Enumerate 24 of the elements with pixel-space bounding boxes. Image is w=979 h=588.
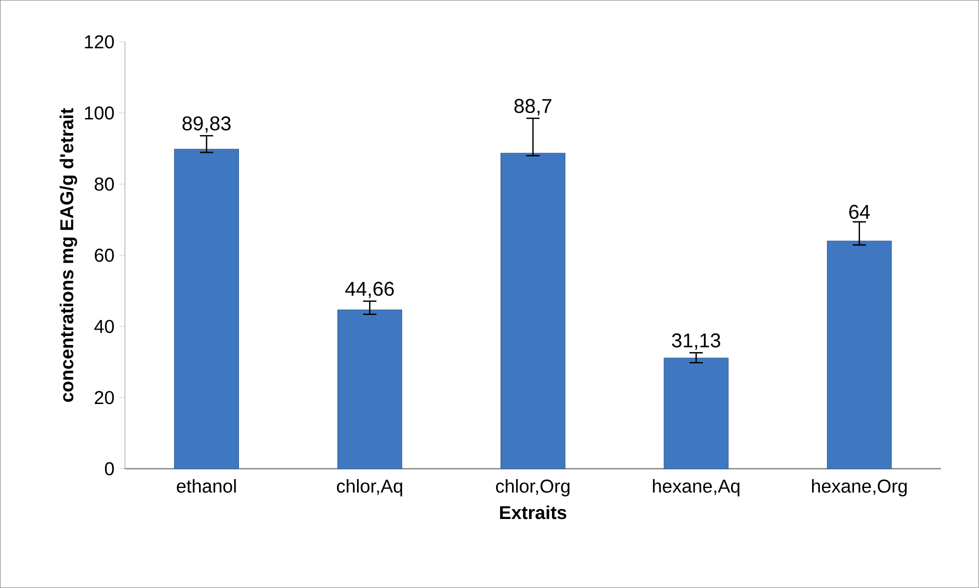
bar: [826, 240, 892, 469]
y-axis-title: concentrations mg EAG/g d'etrait: [60, 108, 78, 402]
y-tick-label: 60: [94, 248, 114, 262]
y-tick-label: 0: [104, 462, 114, 476]
bar: [337, 310, 402, 469]
y-tick-label: 120: [84, 35, 114, 48]
data-label: 31,13: [672, 333, 720, 350]
x-tick-label: chlor,Aq: [336, 479, 402, 496]
data-label: 64: [849, 204, 870, 219]
x-tick-label: ethanol: [176, 479, 236, 493]
y-tick-label: 80: [94, 178, 114, 191]
y-tick-label: 40: [94, 320, 114, 334]
x-tick-label: hexane,Aq: [653, 479, 740, 496]
data-label: 89,83: [182, 116, 231, 133]
y-tick-label: 20: [94, 390, 114, 404]
bar: [664, 358, 729, 469]
x-axis-title: Extraits: [500, 506, 566, 520]
data-label: 88,7: [514, 98, 552, 116]
x-tick-label: chlor,Org: [496, 479, 570, 496]
bar: [174, 148, 239, 469]
y-tick-label: 100: [84, 106, 114, 120]
bar: [500, 152, 566, 469]
data-label: 44,66: [345, 282, 394, 298]
x-tick-label: hexane,Org: [812, 479, 907, 496]
